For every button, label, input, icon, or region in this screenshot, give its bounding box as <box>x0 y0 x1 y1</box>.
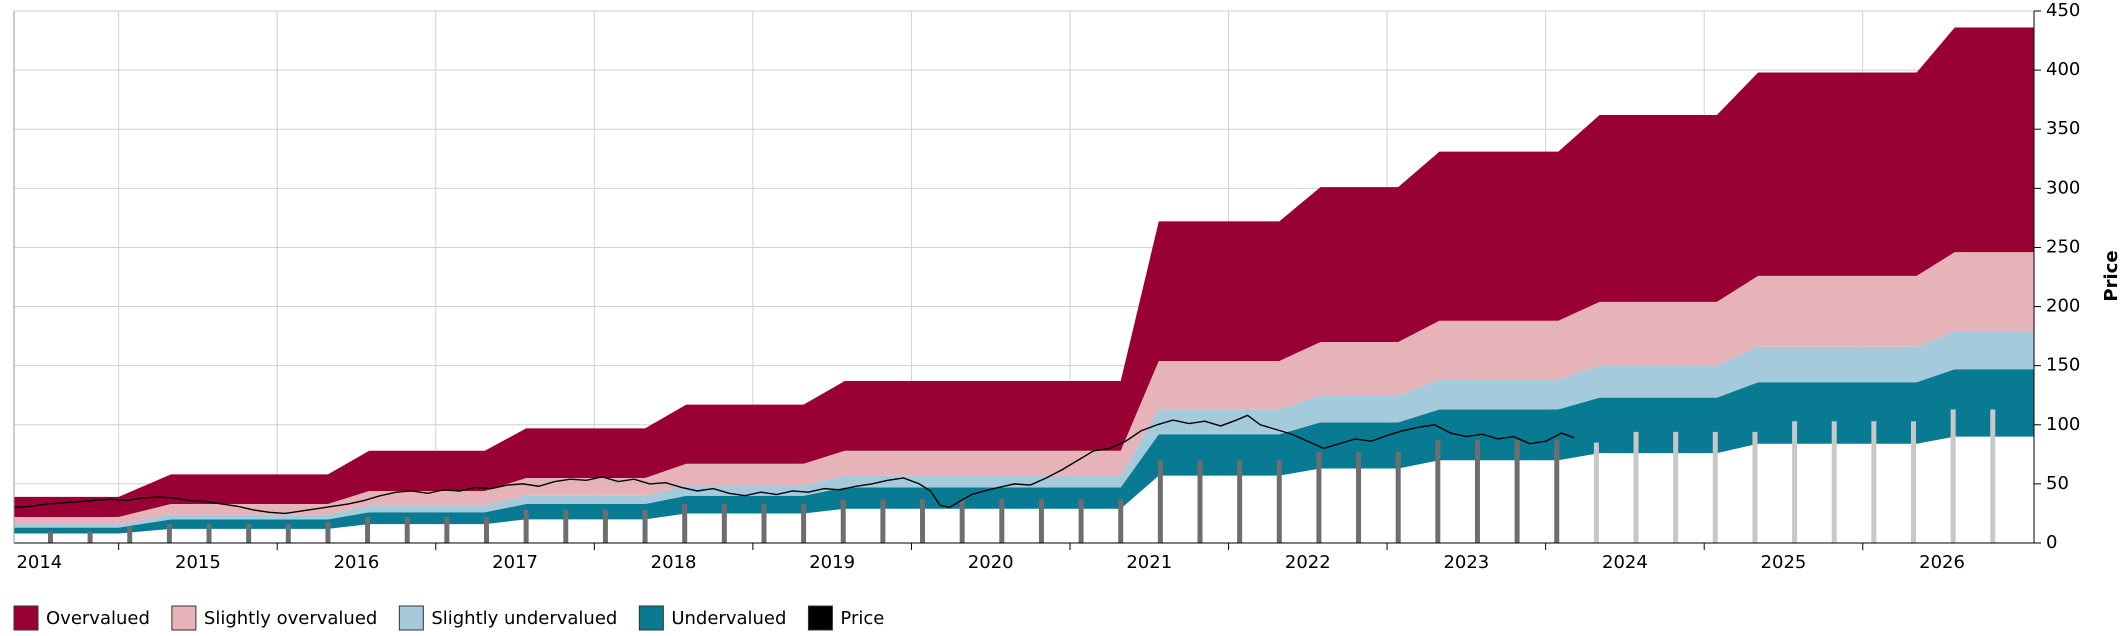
band <box>14 331 2034 528</box>
bar <box>246 524 252 543</box>
bar <box>444 516 450 543</box>
bar <box>1593 442 1599 543</box>
bar <box>1831 421 1837 543</box>
y-tick-label: 200 <box>2046 296 2080 317</box>
price-line <box>13 414 1575 515</box>
x-tick-label: 2018 <box>651 552 697 573</box>
y-tick-label: 250 <box>2046 236 2080 257</box>
bar <box>1514 440 1520 543</box>
y-axis-label: Price <box>2101 250 2122 301</box>
bar <box>721 503 727 543</box>
bar <box>1316 451 1322 543</box>
bar <box>1157 460 1163 543</box>
x-tick-label: 2019 <box>809 552 855 573</box>
bar <box>602 509 608 543</box>
bar <box>880 499 886 543</box>
bar <box>47 531 53 543</box>
bar <box>1038 499 1044 543</box>
bar <box>483 516 489 543</box>
bar <box>404 516 410 543</box>
x-tick-label: 2022 <box>1285 552 1331 573</box>
y-tick-label: 450 <box>2046 0 2080 21</box>
bar <box>1197 460 1203 543</box>
bar <box>1871 421 1877 543</box>
bar <box>166 524 172 543</box>
bar <box>1554 440 1560 543</box>
bar <box>801 503 807 543</box>
bar <box>1356 451 1362 543</box>
legend-label: Slightly undervalued <box>431 608 617 629</box>
bar <box>840 499 846 543</box>
bar <box>1712 431 1718 543</box>
x-tick-label: 2014 <box>16 552 62 573</box>
y-tick-label: 150 <box>2046 355 2080 376</box>
y-tick-label: 0 <box>2046 532 2057 553</box>
bar <box>999 499 1005 543</box>
legend-label: Price <box>840 608 884 629</box>
band <box>14 436 2034 543</box>
bar <box>642 509 648 543</box>
bar <box>1673 431 1679 543</box>
y-tick-label: 50 <box>2046 473 2069 494</box>
legend-label: Slightly overvalued <box>204 608 377 629</box>
bar <box>761 503 767 543</box>
bar <box>959 499 965 543</box>
bar <box>920 499 926 543</box>
bar <box>206 524 212 543</box>
x-tick-label: 2023 <box>1443 552 1489 573</box>
band <box>14 27 2034 517</box>
x-tick-label: 2026 <box>1919 552 1965 573</box>
y-tick-label: 400 <box>2046 59 2080 80</box>
bar <box>1078 499 1084 543</box>
x-tick-label: 2016 <box>334 552 380 573</box>
bar <box>1792 421 1798 543</box>
legend-swatch <box>13 605 39 631</box>
y-tick-label: 350 <box>2046 118 2080 139</box>
legend-label: Undervalued <box>671 608 786 629</box>
band <box>14 252 2034 525</box>
bar <box>1435 440 1441 543</box>
bar <box>523 509 529 543</box>
bar <box>1276 460 1282 543</box>
bar <box>1118 499 1124 543</box>
legend-label: Overvalued <box>46 608 150 629</box>
band <box>14 369 2034 534</box>
bar <box>563 509 569 543</box>
bar <box>1990 409 1996 543</box>
bar <box>87 531 93 543</box>
bar <box>1395 451 1401 543</box>
bar <box>1752 431 1758 543</box>
legend-swatch <box>398 605 424 631</box>
x-tick-label: 2020 <box>968 552 1014 573</box>
bar <box>325 521 331 543</box>
x-tick-label: 2017 <box>492 552 538 573</box>
legend-swatch <box>171 605 197 631</box>
bar <box>1910 421 1916 543</box>
x-tick-label: 2021 <box>1126 552 1172 573</box>
y-tick-label: 100 <box>2046 414 2080 435</box>
x-tick-label: 2015 <box>175 552 221 573</box>
bar <box>365 516 371 543</box>
bar <box>127 526 133 543</box>
bar <box>1237 460 1243 543</box>
legend-swatch <box>807 605 833 631</box>
x-tick-label: 2025 <box>1761 552 1807 573</box>
legend-swatch <box>638 605 664 631</box>
bar <box>1474 440 1480 543</box>
bar <box>682 503 688 543</box>
bar <box>1950 409 1956 543</box>
x-tick-label: 2024 <box>1602 552 1648 573</box>
y-tick-label: 300 <box>2046 177 2080 198</box>
bar <box>1633 431 1639 543</box>
bar <box>285 524 291 543</box>
